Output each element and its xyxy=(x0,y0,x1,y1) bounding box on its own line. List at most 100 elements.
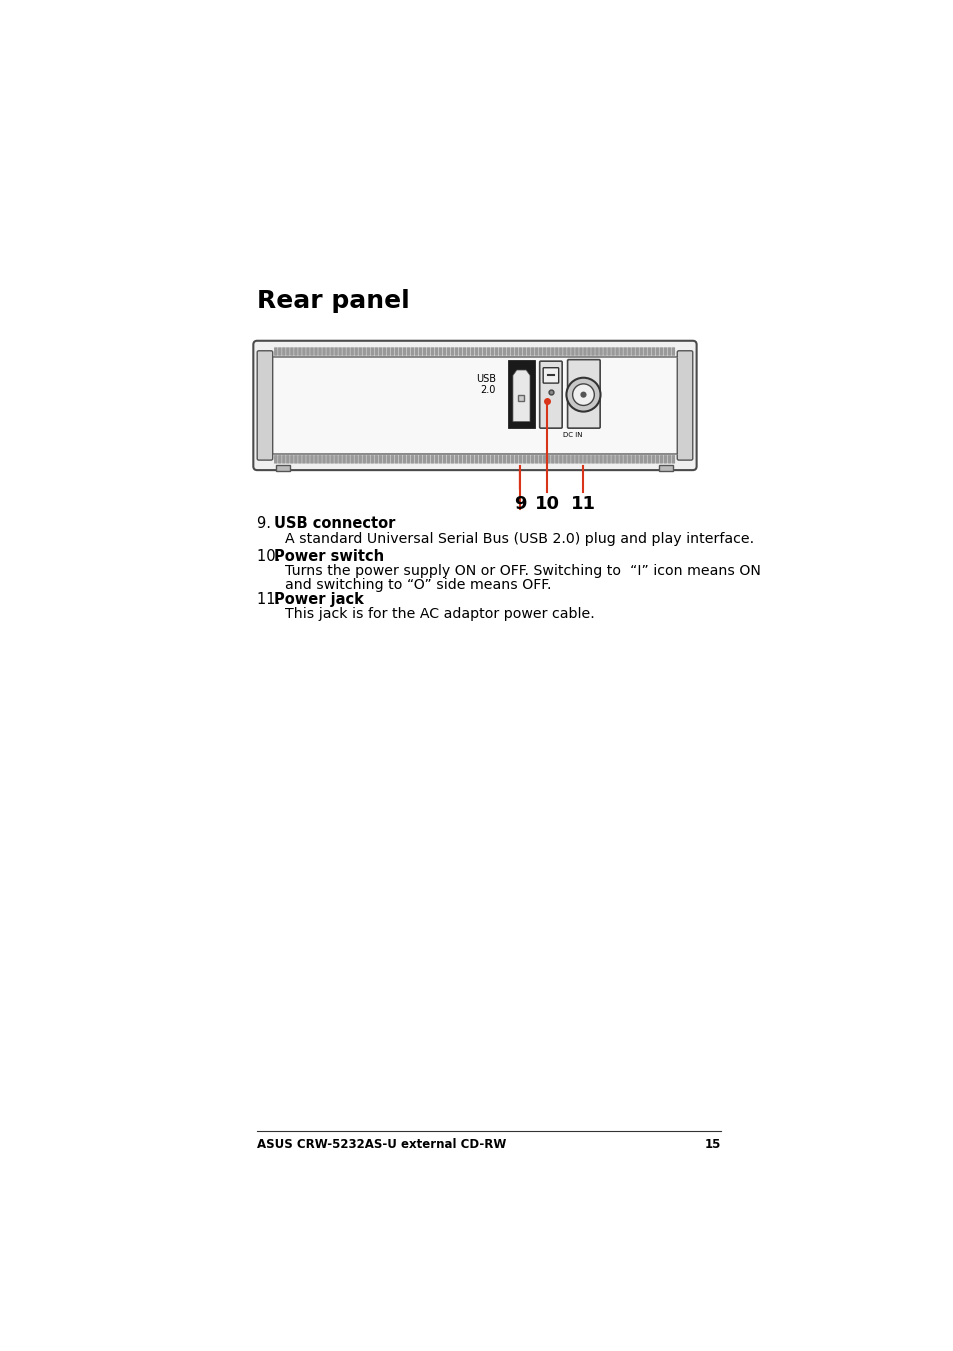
FancyBboxPatch shape xyxy=(498,455,502,463)
FancyBboxPatch shape xyxy=(518,347,522,355)
FancyBboxPatch shape xyxy=(410,455,414,463)
FancyBboxPatch shape xyxy=(478,455,482,463)
FancyBboxPatch shape xyxy=(566,455,570,463)
FancyBboxPatch shape xyxy=(595,347,598,355)
FancyBboxPatch shape xyxy=(446,347,450,355)
FancyBboxPatch shape xyxy=(475,455,477,463)
FancyBboxPatch shape xyxy=(495,455,497,463)
FancyBboxPatch shape xyxy=(370,347,374,355)
FancyBboxPatch shape xyxy=(366,347,370,355)
FancyBboxPatch shape xyxy=(257,351,273,461)
FancyBboxPatch shape xyxy=(667,347,670,355)
FancyBboxPatch shape xyxy=(286,455,290,463)
FancyBboxPatch shape xyxy=(566,347,570,355)
FancyBboxPatch shape xyxy=(350,455,354,463)
FancyBboxPatch shape xyxy=(326,455,330,463)
FancyBboxPatch shape xyxy=(358,347,361,355)
Bar xyxy=(509,361,534,427)
FancyBboxPatch shape xyxy=(647,455,650,463)
FancyBboxPatch shape xyxy=(450,347,454,355)
FancyBboxPatch shape xyxy=(558,455,562,463)
Text: 11.: 11. xyxy=(257,592,285,607)
Text: DC IN: DC IN xyxy=(562,431,582,438)
Text: 15: 15 xyxy=(703,1139,720,1151)
FancyBboxPatch shape xyxy=(511,347,514,355)
Text: 10.: 10. xyxy=(257,549,285,563)
FancyBboxPatch shape xyxy=(271,357,679,454)
FancyBboxPatch shape xyxy=(618,455,622,463)
FancyBboxPatch shape xyxy=(639,347,642,355)
FancyBboxPatch shape xyxy=(294,347,297,355)
FancyBboxPatch shape xyxy=(362,347,366,355)
FancyBboxPatch shape xyxy=(318,347,321,355)
FancyBboxPatch shape xyxy=(462,455,466,463)
FancyBboxPatch shape xyxy=(575,455,578,463)
FancyBboxPatch shape xyxy=(611,347,615,355)
FancyBboxPatch shape xyxy=(455,455,457,463)
FancyBboxPatch shape xyxy=(506,455,510,463)
FancyBboxPatch shape xyxy=(322,455,326,463)
FancyBboxPatch shape xyxy=(466,455,470,463)
FancyBboxPatch shape xyxy=(342,347,346,355)
FancyBboxPatch shape xyxy=(539,361,561,428)
Bar xyxy=(275,465,290,471)
FancyBboxPatch shape xyxy=(651,455,655,463)
Circle shape xyxy=(572,384,594,405)
FancyBboxPatch shape xyxy=(366,455,370,463)
FancyBboxPatch shape xyxy=(346,455,350,463)
FancyBboxPatch shape xyxy=(374,347,377,355)
FancyBboxPatch shape xyxy=(551,455,554,463)
FancyBboxPatch shape xyxy=(498,347,502,355)
FancyBboxPatch shape xyxy=(338,455,341,463)
FancyBboxPatch shape xyxy=(615,455,618,463)
FancyBboxPatch shape xyxy=(302,455,305,463)
FancyBboxPatch shape xyxy=(374,455,377,463)
Text: This jack is for the AC adaptor power cable.: This jack is for the AC adaptor power ca… xyxy=(285,607,595,621)
FancyBboxPatch shape xyxy=(277,455,281,463)
FancyBboxPatch shape xyxy=(635,455,639,463)
Text: Power jack: Power jack xyxy=(274,592,364,607)
FancyBboxPatch shape xyxy=(458,455,462,463)
FancyBboxPatch shape xyxy=(455,347,457,355)
FancyBboxPatch shape xyxy=(571,455,574,463)
Text: ASUS CRW-5232AS-U external CD-RW: ASUS CRW-5232AS-U external CD-RW xyxy=(257,1139,506,1151)
FancyBboxPatch shape xyxy=(591,347,594,355)
FancyBboxPatch shape xyxy=(378,347,381,355)
FancyBboxPatch shape xyxy=(395,347,397,355)
Bar xyxy=(658,465,672,471)
FancyBboxPatch shape xyxy=(607,455,610,463)
FancyBboxPatch shape xyxy=(390,347,394,355)
FancyBboxPatch shape xyxy=(546,347,550,355)
FancyBboxPatch shape xyxy=(567,359,599,428)
FancyBboxPatch shape xyxy=(571,347,574,355)
FancyBboxPatch shape xyxy=(662,347,666,355)
FancyBboxPatch shape xyxy=(326,347,330,355)
FancyBboxPatch shape xyxy=(470,347,474,355)
Text: USB
2.0: USB 2.0 xyxy=(476,374,496,396)
FancyBboxPatch shape xyxy=(482,455,486,463)
FancyBboxPatch shape xyxy=(470,455,474,463)
FancyBboxPatch shape xyxy=(582,347,586,355)
FancyBboxPatch shape xyxy=(390,455,394,463)
FancyBboxPatch shape xyxy=(330,455,334,463)
FancyBboxPatch shape xyxy=(677,351,692,461)
FancyBboxPatch shape xyxy=(350,347,354,355)
FancyBboxPatch shape xyxy=(426,455,430,463)
Text: 9: 9 xyxy=(513,494,526,513)
FancyBboxPatch shape xyxy=(639,455,642,463)
FancyBboxPatch shape xyxy=(542,347,546,355)
FancyBboxPatch shape xyxy=(602,455,606,463)
FancyBboxPatch shape xyxy=(622,455,626,463)
FancyBboxPatch shape xyxy=(631,455,635,463)
FancyBboxPatch shape xyxy=(418,347,422,355)
Text: Rear panel: Rear panel xyxy=(257,289,410,313)
FancyBboxPatch shape xyxy=(491,455,494,463)
FancyBboxPatch shape xyxy=(342,455,346,463)
FancyBboxPatch shape xyxy=(627,347,630,355)
FancyBboxPatch shape xyxy=(655,347,659,355)
FancyBboxPatch shape xyxy=(466,347,470,355)
FancyBboxPatch shape xyxy=(306,455,310,463)
FancyBboxPatch shape xyxy=(253,340,696,470)
FancyBboxPatch shape xyxy=(322,347,326,355)
FancyBboxPatch shape xyxy=(515,455,518,463)
